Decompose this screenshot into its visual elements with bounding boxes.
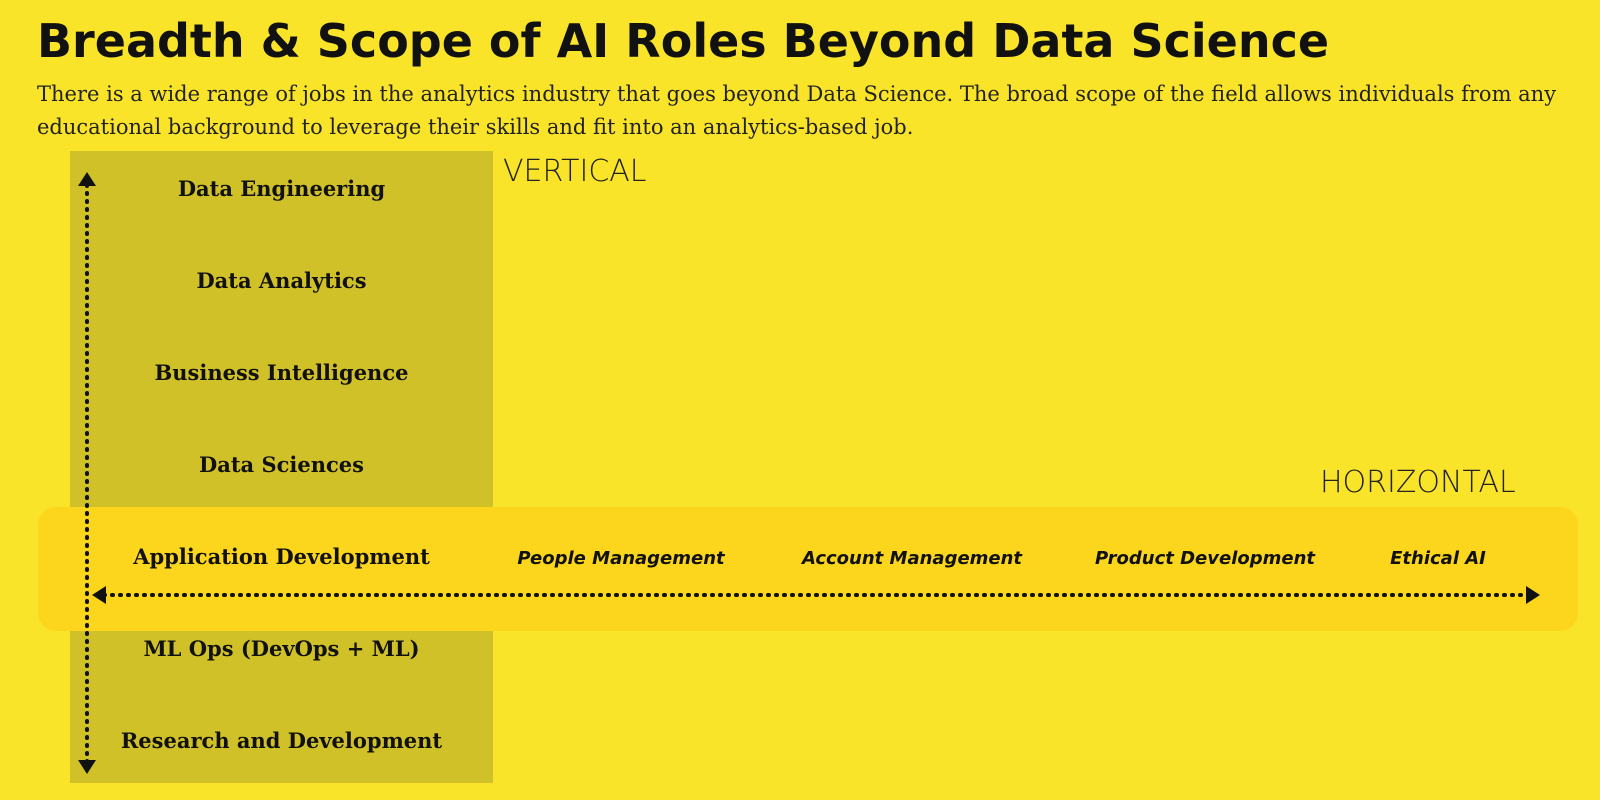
- vertical-role: Business Intelligence: [154, 360, 409, 385]
- horizontal-role: Product Development: [1094, 548, 1316, 569]
- horizontal-role: Account Management: [801, 548, 1023, 569]
- horizontal-role: People Management: [517, 548, 725, 569]
- arrow-head: [1526, 586, 1540, 604]
- vertical-label: VERTICAL: [503, 154, 647, 189]
- vertical-role: Data Engineering: [177, 176, 386, 201]
- vertical-panel: [70, 151, 493, 783]
- arrow-head: [78, 760, 96, 774]
- vertical-role: Research and Development: [120, 728, 443, 753]
- arrow-head: [78, 172, 96, 186]
- vertical-role: Data Sciences: [199, 452, 364, 477]
- arrow-head: [92, 586, 106, 604]
- vertical-role: Data Analytics: [196, 268, 367, 293]
- horizontal-band: [38, 507, 1578, 631]
- vertical-role: Application Development: [133, 544, 430, 569]
- vertical-role: ML Ops (DevOps + ML): [143, 636, 420, 661]
- horizontal-label: HORIZONTAL: [1320, 465, 1516, 500]
- horizontal-role: Ethical AI: [1390, 548, 1486, 569]
- description: There is a wide range of jobs in the ana…: [37, 82, 1557, 139]
- title: Breadth & Scope of AI Roles Beyond Data …: [37, 14, 1330, 68]
